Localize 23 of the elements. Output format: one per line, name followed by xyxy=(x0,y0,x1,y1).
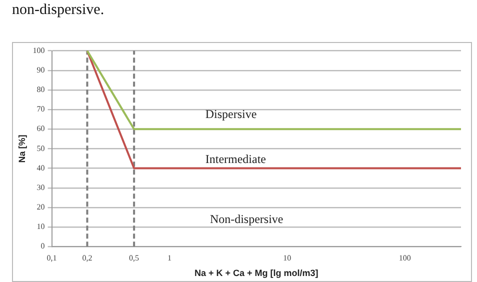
x-tick-label: 1 xyxy=(167,253,172,262)
x-tick-label: 0,2 xyxy=(82,253,92,262)
y-tick-label: 20 xyxy=(36,202,45,212)
y-tick-label: 90 xyxy=(36,65,45,74)
y-tick-label: 70 xyxy=(36,104,45,114)
x-tick-label: 10 xyxy=(283,253,292,262)
text: non-dispersive. xyxy=(12,2,104,19)
x-tick-label: 0,1 xyxy=(46,253,57,262)
y-tick-label: 50 xyxy=(36,144,45,153)
x-tick-label: 0,5 xyxy=(129,253,140,262)
y-tick-label: 80 xyxy=(36,85,45,94)
x-axis-title: Na + K + Ca + Mg [lg mol/m3] xyxy=(194,268,318,278)
y-tick-label: 30 xyxy=(36,182,45,192)
annotation: Non-dispersive xyxy=(210,212,284,227)
y-tick-label: 40 xyxy=(36,163,45,172)
y-tick-label: 0 xyxy=(40,242,45,251)
y-tick-label: 100 xyxy=(32,46,45,55)
annotation: Intermediate xyxy=(205,152,266,168)
x-tick-label: 100 xyxy=(398,253,411,262)
annotation: Dispersive xyxy=(205,107,257,122)
y-tick-label: 60 xyxy=(36,124,45,134)
y-axis-title: Na [%] xyxy=(16,134,27,163)
y-tick-label: 10 xyxy=(36,222,45,232)
